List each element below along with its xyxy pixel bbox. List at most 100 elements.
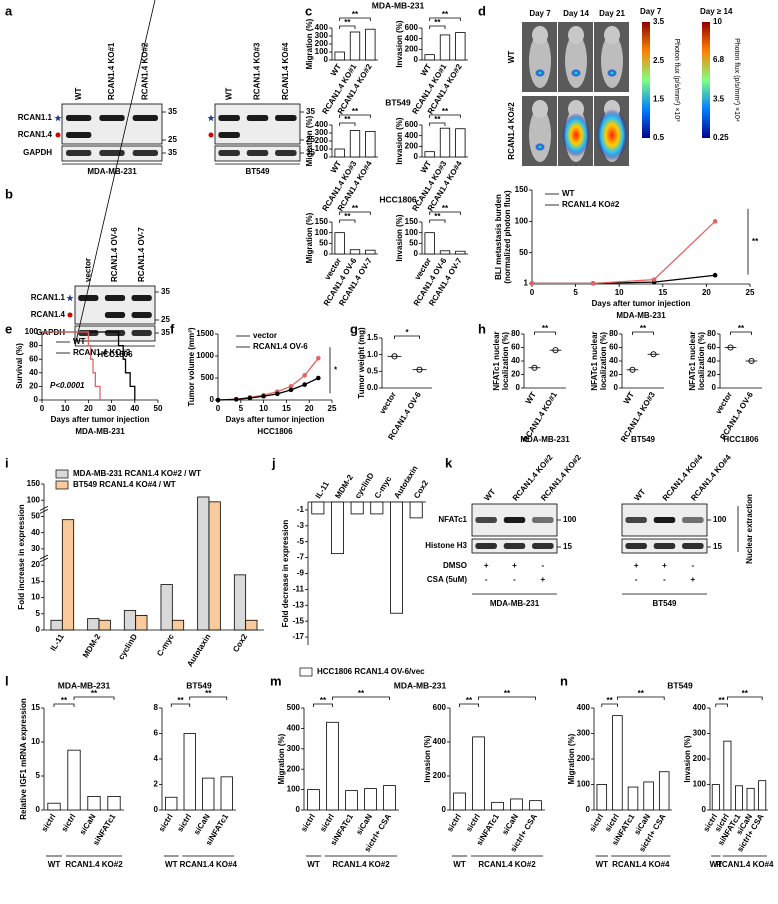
colorbar [642, 22, 650, 138]
sig-label: ** [434, 212, 441, 221]
y-tick-label: 80 [29, 341, 38, 350]
marker-star [54, 114, 62, 122]
lane-label: WT [224, 87, 233, 100]
treatment-mark: - [541, 561, 544, 570]
group-label: RCAN1.4 KO#2 [332, 860, 390, 869]
y-tick-label: 150 [405, 217, 419, 226]
panel-letter: m [270, 673, 282, 688]
group-label: WT [453, 860, 466, 869]
band [66, 150, 92, 156]
y-tick-label: 0 [516, 383, 521, 392]
y-tick-label: 6 [154, 729, 159, 738]
panel-letter: k [445, 455, 453, 470]
point [215, 397, 221, 403]
bar [67, 749, 81, 811]
panel-letter: g [350, 321, 358, 336]
y-tick-label: 100 [315, 144, 329, 153]
y-axis-label: NFATc1 nuclear [492, 331, 501, 390]
x-tick-label: 0 [530, 288, 535, 297]
sig-bracket [332, 696, 390, 700]
mouse-head [568, 100, 584, 118]
legend-swatch [55, 480, 69, 490]
blot-caption: MDA-MB-231 [87, 167, 137, 176]
sig-label: * [334, 365, 338, 374]
y-tick-label: 0 [324, 152, 329, 161]
x-axis-label: Days after tumor injection [51, 415, 150, 424]
lane-label: RCAN1.4 KO#2 [140, 42, 149, 100]
chart-title: MDA-MB-231 [58, 680, 111, 690]
y-tick-label: 0 [586, 805, 591, 814]
row-label: GAPDH [23, 148, 52, 157]
panel-letter: j [271, 455, 276, 470]
legend-label: WT [73, 337, 86, 346]
band [503, 543, 526, 549]
group-label: WT [307, 860, 320, 869]
y-axis-label: localization (%) [697, 332, 706, 391]
y-tick-label: 80 [609, 329, 618, 338]
y-tick-label: 0.0 [367, 383, 379, 392]
mouse-head [532, 100, 548, 118]
chart-subtitle: HCC1806 [723, 435, 759, 444]
sig-bracket [73, 696, 115, 700]
x-tick-label: 10 [61, 404, 70, 413]
band [475, 517, 497, 523]
y-tick-label: 0 [34, 395, 39, 404]
panel-letter: b [5, 186, 13, 201]
axis-break [39, 505, 49, 514]
y-tick-label: 100 [25, 327, 39, 336]
mouse-head [568, 26, 584, 44]
point [748, 357, 755, 365]
band [246, 115, 269, 121]
y-tick-label: 40 [707, 356, 716, 365]
treatment-mark: - [485, 575, 488, 584]
y-tick-label: 600 [433, 703, 447, 712]
bar [612, 715, 623, 811]
y-tick-label: 1500 [196, 329, 214, 338]
y-tick-label: 0 [36, 805, 41, 814]
y-tick-label: 0 [36, 625, 41, 634]
y-tick-label: 300 [287, 744, 301, 753]
bar [529, 800, 542, 811]
bar [208, 501, 221, 631]
point [531, 364, 538, 371]
sig-label: ** [442, 10, 449, 19]
bar [409, 501, 423, 519]
mw-label: 35 [306, 107, 315, 116]
treatment-mark: - [635, 575, 638, 584]
signal [607, 69, 617, 77]
blot-caption: BT549 [652, 599, 677, 608]
point [288, 387, 294, 393]
lane-label: RCAN1.4 KO#4 [281, 42, 290, 100]
bar [723, 740, 732, 811]
group-label: RCAN1.4 KO#4 [612, 860, 670, 869]
bar [107, 796, 121, 811]
y-tick-label: 1 [524, 278, 529, 287]
legend-label: RCAN1.4 KO#2 [73, 348, 131, 357]
y-tick-label: 0 [702, 805, 707, 814]
group-label: RCAN1.4 KO#2 [478, 860, 536, 869]
band [218, 150, 240, 156]
y-tick-label: 20 [29, 382, 38, 391]
lane-label: RCAN1.4 KO#1 [107, 42, 116, 100]
row-label: RCAN1.4 [18, 130, 53, 139]
x-tick-label: 0 [40, 404, 45, 413]
signal [562, 113, 590, 157]
bar [424, 54, 435, 61]
mouse-head [604, 26, 620, 44]
signal [535, 69, 545, 77]
band [625, 517, 647, 523]
bar [202, 777, 215, 811]
bar [455, 128, 466, 158]
y-tick-label: 200 [433, 771, 447, 780]
sig-label: ** [352, 10, 359, 19]
bar [383, 785, 396, 811]
treatment-mark: - [691, 561, 694, 570]
band [653, 517, 676, 523]
y-axis-label: Fold increase in expression [17, 504, 26, 609]
sig-label: ** [742, 689, 749, 698]
point [391, 353, 398, 360]
y-tick-label: 100 [315, 228, 329, 237]
bar [61, 519, 75, 631]
y-tick-label: 400 [315, 120, 329, 129]
y-tick-label: 15 [31, 576, 40, 585]
